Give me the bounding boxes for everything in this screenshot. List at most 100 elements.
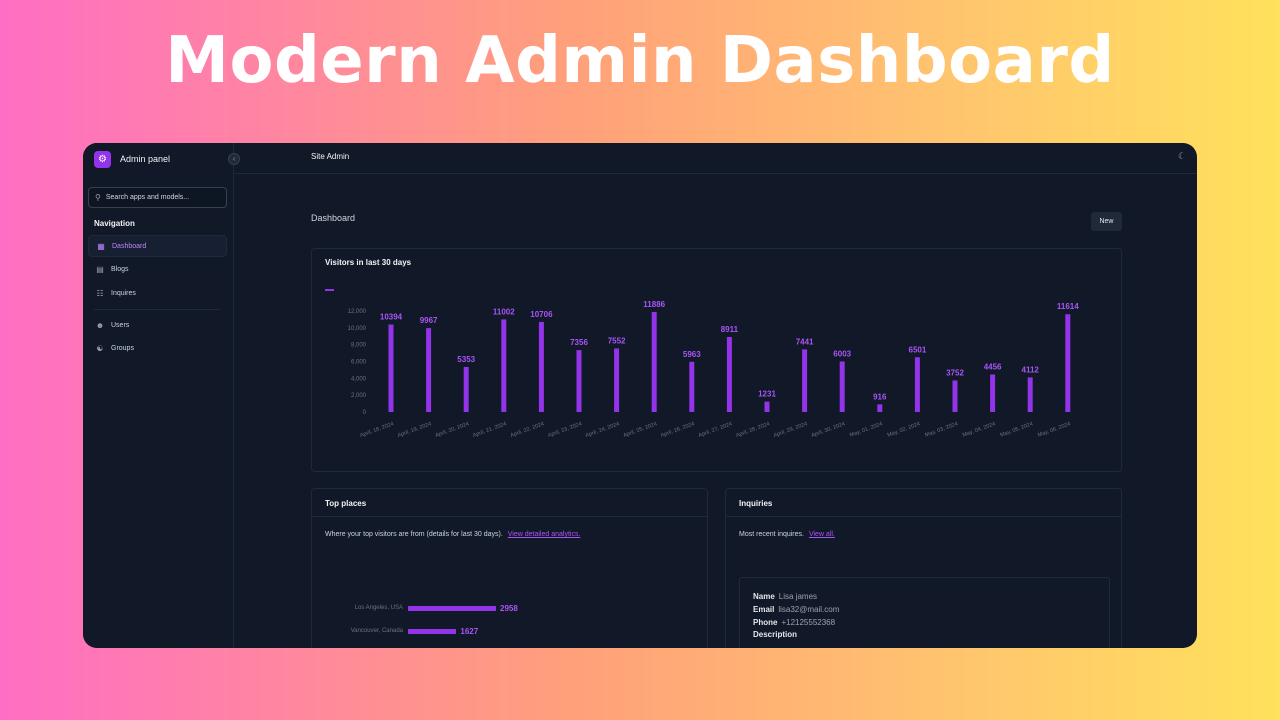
chart-bar[interactable] bbox=[388, 324, 394, 412]
new-button[interactable]: New bbox=[1091, 212, 1122, 231]
chart-bar[interactable] bbox=[501, 319, 507, 412]
card-header: Inquiries bbox=[726, 489, 1121, 517]
collapse-sidebar-button[interactable]: ‹ bbox=[228, 153, 240, 165]
top-places-card: Top places Where your top visitors are f… bbox=[311, 488, 708, 648]
sidebar-item-blogs[interactable]: ▤ Blogs bbox=[88, 258, 227, 280]
inquiry-description: Description bbox=[753, 630, 801, 639]
inquiry-item[interactable]: Name Lisa james Email lisa32@mail.com Phon… bbox=[739, 577, 1110, 648]
chart-bar[interactable] bbox=[576, 350, 582, 412]
places-title: Top places bbox=[325, 499, 367, 508]
sidebar-item-dashboard[interactable]: ▦ Dashboard bbox=[88, 235, 227, 257]
moon-icon[interactable]: ☾ bbox=[1178, 151, 1187, 161]
description-label: Description bbox=[753, 630, 798, 639]
chart-bar[interactable] bbox=[764, 401, 770, 412]
sidebar-item-groups[interactable]: ☯ Groups bbox=[88, 337, 227, 359]
x-tick-label: May, 01, 2024 bbox=[849, 421, 883, 438]
x-tick-label: April, 18, 2024 bbox=[359, 421, 394, 439]
chart-bar[interactable] bbox=[839, 361, 845, 412]
place-value: 2958 bbox=[500, 603, 518, 613]
nav-divider bbox=[94, 309, 220, 310]
sidebar-item-label: Inquires bbox=[111, 289, 136, 297]
bar-value-label: 9967 bbox=[420, 316, 438, 325]
bar-value-label: 1231 bbox=[758, 390, 776, 399]
places-desc-text: Where your top visitors are from (detail… bbox=[325, 531, 503, 538]
x-tick-label: May, 06, 2024 bbox=[1037, 421, 1071, 438]
bar-value-label: 4112 bbox=[1022, 365, 1040, 374]
visitors-chart-card: Visitors in last 30 days 0 2,000 4,000 6,00… bbox=[311, 248, 1122, 472]
brand-name: Admin panel bbox=[120, 154, 171, 164]
chart-bar[interactable] bbox=[651, 311, 657, 412]
chart-bar[interactable] bbox=[1027, 377, 1033, 412]
x-tick-label: May, 04, 2024 bbox=[962, 421, 996, 438]
place-bar bbox=[408, 605, 496, 611]
bar-value-label: 10394 bbox=[380, 313, 403, 322]
view-all-link[interactable]: View all. bbox=[808, 531, 835, 538]
x-tick-label: May, 02, 2024 bbox=[887, 421, 921, 438]
x-tick-label: April, 20, 2024 bbox=[435, 421, 470, 439]
group-icon: ☯ bbox=[96, 343, 104, 353]
bar-value-label: 6003 bbox=[833, 349, 851, 358]
x-tick-label: April, 28, 2024 bbox=[735, 421, 770, 439]
phone-value: +12125552368 bbox=[781, 618, 836, 627]
x-tick-label: April, 21, 2024 bbox=[472, 421, 507, 439]
site-title: Site Admin bbox=[311, 152, 350, 161]
blog-icon: ▤ bbox=[96, 264, 104, 274]
chart-bar[interactable] bbox=[463, 366, 469, 412]
bar-value-label: 5353 bbox=[457, 355, 475, 364]
phone-label: Phone bbox=[753, 618, 778, 627]
view-analytics-link[interactable]: View detailed analytics. bbox=[507, 531, 581, 538]
x-tick-label: April, 27, 2024 bbox=[698, 421, 733, 439]
email-label: Email bbox=[753, 605, 775, 614]
y-tick-label: 2,000 bbox=[351, 393, 367, 399]
email-value: lisa32@mail.com bbox=[778, 605, 840, 614]
inquiries-title: Inquiries bbox=[739, 499, 773, 508]
bar-value-label: 6501 bbox=[909, 345, 927, 354]
bar-value-label: 11886 bbox=[643, 300, 665, 309]
bar-value-label: 3752 bbox=[946, 368, 964, 377]
chart-bar[interactable] bbox=[689, 361, 695, 412]
x-tick-label: April, 23, 2024 bbox=[547, 421, 582, 439]
bar-value-label: 7356 bbox=[570, 338, 588, 347]
sidebar-item-label: Dashboard bbox=[112, 242, 147, 250]
bar-value-label: 916 bbox=[873, 392, 887, 401]
bar-value-label: 11614 bbox=[1057, 302, 1079, 311]
chart-bar[interactable] bbox=[726, 336, 732, 412]
chart-bar[interactable] bbox=[614, 348, 620, 412]
inquiry-icon: ☷ bbox=[96, 288, 104, 298]
inquiries-desc-text: Most recent inquires. bbox=[739, 531, 804, 538]
inquiry-name: Name Lisa james bbox=[753, 592, 817, 601]
chart-bar[interactable] bbox=[952, 380, 958, 412]
sidebar-item-users[interactable]: ☻ Users bbox=[88, 314, 227, 336]
x-tick-label: April, 29, 2024 bbox=[773, 421, 808, 439]
y-tick-label: 12,000 bbox=[348, 309, 367, 315]
search-input[interactable]: ⚲ Search apps and models... bbox=[88, 187, 227, 208]
bar-value-label: 4456 bbox=[984, 362, 1002, 371]
chart-bar[interactable] bbox=[990, 374, 996, 412]
chart-bar[interactable] bbox=[1065, 314, 1071, 412]
name-label: Name bbox=[753, 592, 775, 601]
brand[interactable]: ⚙ Admin panel bbox=[94, 150, 170, 168]
chart-bar[interactable] bbox=[538, 321, 544, 412]
sidebar-item-label: Groups bbox=[111, 344, 134, 352]
y-tick-label: 4,000 bbox=[351, 376, 367, 382]
search-icon: ⚲ bbox=[95, 193, 101, 202]
inquiries-card: Inquiries Most recent inquires. View all… bbox=[725, 488, 1122, 648]
name-value: Lisa james bbox=[778, 592, 818, 601]
chart-bar[interactable] bbox=[877, 404, 883, 412]
admin-window: ⚙ Admin panel ⚲ Search apps and models..… bbox=[83, 143, 1197, 648]
page-title: Dashboard bbox=[311, 213, 356, 223]
y-tick-label: 6,000 bbox=[351, 360, 367, 366]
sidebar: ⚙ Admin panel ⚲ Search apps and models..… bbox=[83, 143, 234, 648]
chart-bar[interactable] bbox=[426, 328, 432, 412]
inquiry-phone: Phone +12125552368 bbox=[753, 618, 835, 627]
chart-bar[interactable] bbox=[914, 357, 920, 412]
bar-value-label: 11002 bbox=[493, 307, 515, 316]
bar-value-label: 10706 bbox=[530, 310, 553, 319]
place-label: Vancouver, Canada bbox=[350, 628, 403, 634]
inquiry-email: Email lisa32@mail.com bbox=[753, 605, 839, 614]
user-icon[interactable]: ♟ bbox=[1196, 151, 1197, 162]
chart-bar[interactable] bbox=[802, 349, 808, 412]
sidebar-item-inquires[interactable]: ☷ Inquires bbox=[88, 282, 227, 304]
card-header: Top places bbox=[312, 489, 707, 517]
search-placeholder: Search apps and models... bbox=[105, 194, 190, 201]
